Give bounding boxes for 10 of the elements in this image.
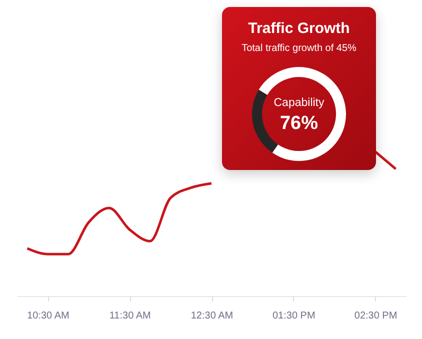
x-tick-label: 11:30 AM bbox=[109, 310, 151, 322]
data-label: 76% bbox=[280, 113, 318, 134]
x-tick-label: 10:30 AM bbox=[27, 310, 70, 322]
donut-slice bbox=[258, 67, 346, 161]
slice-label: Capability bbox=[274, 97, 324, 109]
x-tick-label: 01:30 PM bbox=[272, 310, 316, 322]
chart-title: Traffic Growth bbox=[248, 20, 350, 37]
x-tick-label: 12:30 AM bbox=[190, 310, 234, 322]
chart-subtitle: Total traffic growth of 45% bbox=[242, 43, 357, 54]
x-tick-label: 02:30 PM bbox=[354, 310, 398, 322]
